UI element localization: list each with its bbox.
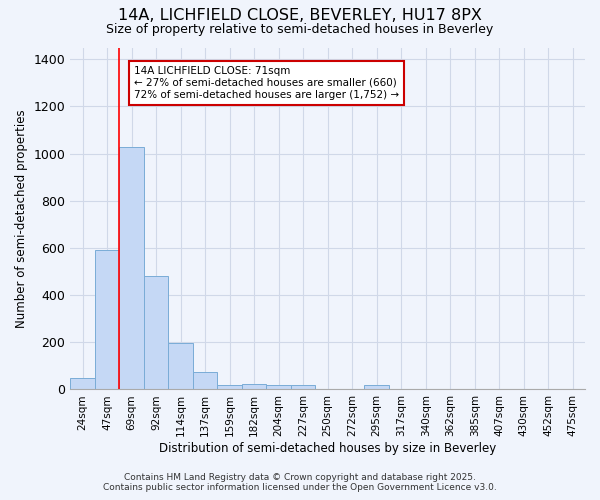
Bar [193, 372, 217, 390]
Bar [119, 146, 144, 390]
X-axis label: Distribution of semi-detached houses by size in Beverley: Distribution of semi-detached houses by … [159, 442, 496, 455]
Bar [242, 384, 266, 390]
Bar [144, 276, 169, 390]
Bar [95, 250, 119, 390]
Bar [291, 384, 316, 390]
Text: Contains HM Land Registry data © Crown copyright and database right 2025.
Contai: Contains HM Land Registry data © Crown c… [103, 473, 497, 492]
Bar [364, 384, 389, 390]
Text: 14A, LICHFIELD CLOSE, BEVERLEY, HU17 8PX: 14A, LICHFIELD CLOSE, BEVERLEY, HU17 8PX [118, 8, 482, 22]
Y-axis label: Number of semi-detached properties: Number of semi-detached properties [15, 109, 28, 328]
Text: 14A LICHFIELD CLOSE: 71sqm
← 27% of semi-detached houses are smaller (660)
72% o: 14A LICHFIELD CLOSE: 71sqm ← 27% of semi… [134, 66, 399, 100]
Bar [217, 384, 242, 390]
Text: Size of property relative to semi-detached houses in Beverley: Size of property relative to semi-detach… [106, 22, 494, 36]
Bar [169, 344, 193, 390]
Bar [70, 378, 95, 390]
Bar [266, 384, 291, 390]
